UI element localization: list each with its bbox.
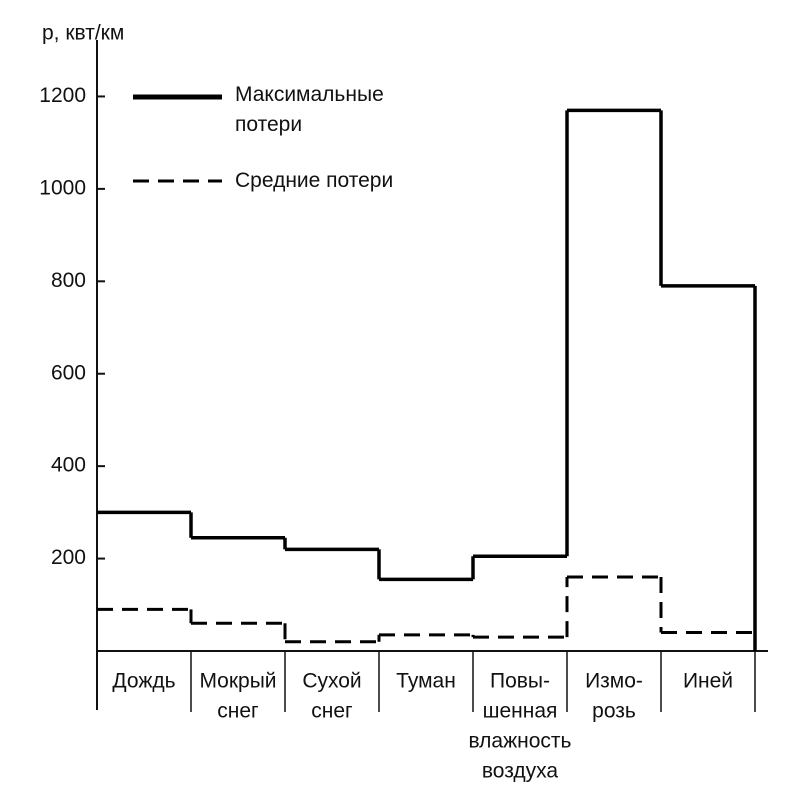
- x-tick-label: Повы-: [490, 670, 550, 693]
- y-tick-label: 800: [51, 269, 86, 292]
- y-axis-label: р, квт/км: [42, 22, 124, 45]
- x-tick-label: Иней: [683, 670, 733, 693]
- x-tick-label: Дождь: [112, 670, 175, 693]
- x-tick-label: Сухой: [302, 670, 361, 693]
- legend-label: Максимальные потери: [235, 83, 384, 136]
- legend-label: Средние потери: [235, 169, 394, 192]
- x-tick-label: воздуха: [482, 760, 559, 783]
- x-tick-label: снег: [311, 700, 353, 723]
- x-tick-label: влажность: [469, 730, 572, 753]
- y-tick-label: 200: [51, 546, 86, 569]
- y-tick-label: 1000: [39, 176, 86, 199]
- x-tick-label: снег: [217, 700, 259, 723]
- x-tick-label: Измо-: [585, 670, 643, 693]
- x-tick-label: Туман: [396, 670, 456, 693]
- x-tick-label: розь: [592, 700, 636, 723]
- y-tick-label: 400: [51, 454, 86, 477]
- x-tick-label: Мокрый: [199, 670, 276, 693]
- x-tick-label: шенная: [483, 700, 558, 723]
- y-tick-label: 600: [51, 361, 86, 384]
- y-tick-label: 1200: [39, 84, 86, 107]
